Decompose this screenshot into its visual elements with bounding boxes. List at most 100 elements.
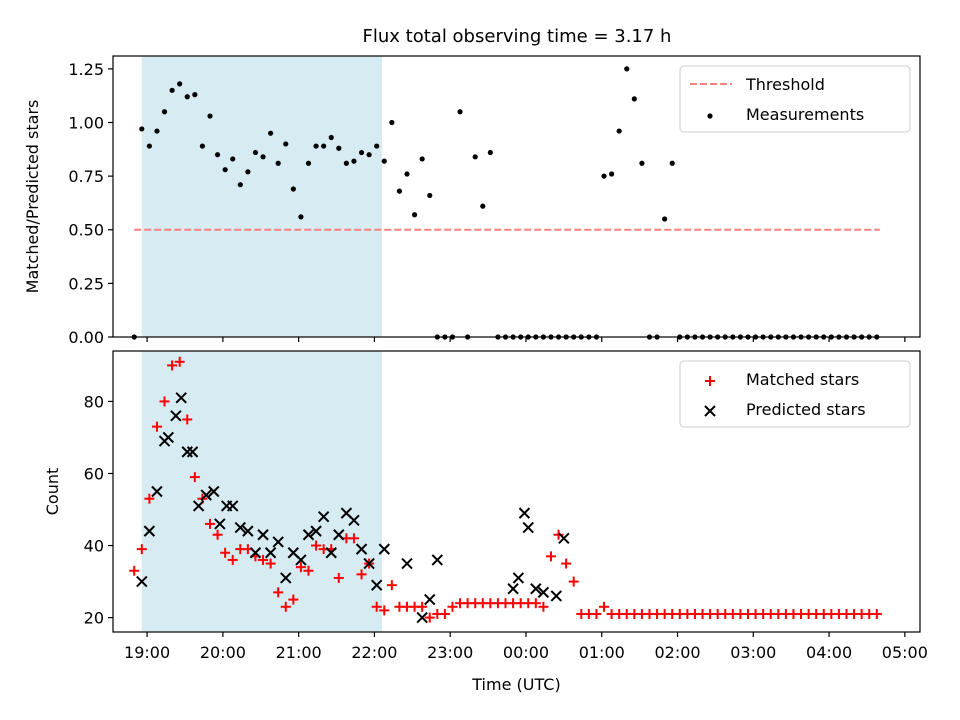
measurement-point xyxy=(427,192,433,199)
y-tick-label: 0.00 xyxy=(68,328,104,347)
predicted-star-marker xyxy=(507,583,519,595)
measurement-point xyxy=(139,126,145,132)
x-tick-label: 23:00 xyxy=(427,643,473,662)
predicted-star-marker xyxy=(280,572,292,584)
predicted-star-marker xyxy=(143,525,156,537)
matched-star-marker xyxy=(227,554,238,565)
matched-star-marker xyxy=(417,601,428,612)
y-tick-label: 1.00 xyxy=(68,113,104,132)
legend: Matched stars Predicted stars xyxy=(679,360,911,428)
predicted-star-marker xyxy=(208,485,220,498)
matched-star-marker xyxy=(591,608,602,619)
series-matched-stars xyxy=(129,356,882,623)
marker-stroke xyxy=(186,446,199,458)
measurement-point xyxy=(207,113,213,119)
x-tick-label: 22:00 xyxy=(351,643,397,662)
matched-star-marker xyxy=(204,518,215,529)
measurement-point xyxy=(343,160,349,166)
predicted-star-marker xyxy=(378,543,390,555)
measurement-point xyxy=(177,81,183,87)
measurement-point xyxy=(313,143,319,149)
marker-stroke xyxy=(522,521,534,534)
matched-star-marker xyxy=(182,414,193,425)
predicted-star-marker xyxy=(370,579,383,591)
predicted-star-marker xyxy=(363,557,375,570)
marker-stroke xyxy=(295,554,307,566)
measurement-point xyxy=(169,87,175,93)
legend: Threshold Measurements xyxy=(679,65,911,133)
legend-matched-swatch xyxy=(705,376,715,386)
marker-stroke xyxy=(192,500,205,512)
measurement-point xyxy=(268,130,274,136)
measurement-point xyxy=(669,160,675,166)
measurement-point xyxy=(252,149,259,156)
measurement-point xyxy=(260,154,266,160)
x-tick-label: 04:00 xyxy=(806,643,852,662)
measurement-point xyxy=(374,143,380,149)
predicted-star-marker xyxy=(325,547,337,559)
marker-stroke xyxy=(175,392,187,404)
legend-measurement-swatch xyxy=(707,113,713,119)
matched-star-marker xyxy=(424,612,435,623)
measurement-point xyxy=(237,182,243,188)
matched-star-marker xyxy=(167,360,178,371)
matched-star-marker xyxy=(379,605,390,616)
measurement-point xyxy=(298,214,304,220)
matched-star-marker xyxy=(144,493,155,504)
highlight-span xyxy=(141,56,382,337)
measurement-point xyxy=(290,186,296,192)
measurement-point xyxy=(624,66,630,72)
marker-stroke xyxy=(208,485,220,498)
series-measurements xyxy=(131,66,880,340)
measurement-point xyxy=(336,145,342,151)
marker-stroke xyxy=(317,511,330,523)
y-tick-label: 60 xyxy=(84,464,104,483)
marker-stroke xyxy=(550,590,562,602)
matched-star-marker xyxy=(599,601,610,612)
measurement-point xyxy=(631,96,637,102)
marker-stroke xyxy=(340,507,353,519)
measurement-point xyxy=(321,143,327,149)
matched-star-marker xyxy=(568,576,579,587)
bottom-count-panel: 20 40 60 80 19:00 20:00 21:00 22:00 23:00 00:00 01… xyxy=(43,350,928,694)
predicted-star-marker xyxy=(170,410,182,422)
predicted-star-marker xyxy=(186,446,199,458)
marker-stroke xyxy=(416,611,428,624)
predicted-star-marker xyxy=(348,514,360,527)
measurement-point xyxy=(487,149,493,156)
predicted-star-marker xyxy=(522,521,534,534)
predicted-star-marker xyxy=(317,511,330,523)
measurement-point xyxy=(616,128,622,134)
marker-stroke xyxy=(363,557,375,570)
measurement-point xyxy=(457,109,463,115)
x-tick-label: 05:00 xyxy=(882,643,928,662)
predicted-star-marker xyxy=(192,500,205,512)
marker-stroke xyxy=(272,536,284,548)
predicted-star-marker xyxy=(518,507,531,519)
predicted-star-marker xyxy=(558,532,570,545)
axes-frame xyxy=(112,350,921,633)
measurement-point xyxy=(192,92,198,98)
matched-star-marker xyxy=(311,540,322,551)
matched-star-marker xyxy=(258,554,269,565)
marker-stroke xyxy=(249,547,262,559)
y-tick-label: 40 xyxy=(84,537,104,556)
x-tick-label: 03:00 xyxy=(730,643,776,662)
measurement-point xyxy=(305,160,312,166)
legend-label: Predicted stars xyxy=(746,400,866,419)
measurement-point xyxy=(199,143,206,149)
measurement-point xyxy=(472,154,478,160)
marker-stroke xyxy=(558,532,570,545)
matched-star-marker xyxy=(273,587,284,598)
marker-stroke xyxy=(162,431,175,444)
marker-stroke xyxy=(518,507,531,519)
matched-star-marker xyxy=(151,421,162,432)
marker-stroke xyxy=(136,575,148,588)
measurement-point xyxy=(411,212,418,218)
predicted-star-marker xyxy=(355,543,368,555)
matched-star-marker xyxy=(439,608,450,619)
matched-star-marker xyxy=(295,562,306,573)
matched-star-marker xyxy=(189,472,200,483)
y-axis-label: Matched/Predicted stars xyxy=(23,100,42,294)
